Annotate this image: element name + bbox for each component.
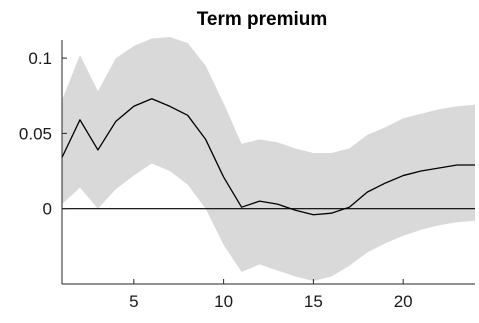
axes-layer: 5 10 15 20 0 0.05 0.1 xyxy=(19,40,475,311)
band-layer xyxy=(62,36,475,281)
response-line xyxy=(61,98,475,216)
x-tick-label: 20 xyxy=(394,292,413,311)
chart-title: Term premium xyxy=(197,9,328,30)
y-tick-label: 0.1 xyxy=(28,49,52,68)
y-tick-label: 0.05 xyxy=(19,124,52,143)
confidence-band xyxy=(62,36,475,281)
x-tick-label: 10 xyxy=(214,292,233,311)
line-layer xyxy=(61,98,475,216)
y-tick-label: 0 xyxy=(43,200,52,219)
x-tick-label: 5 xyxy=(129,292,138,311)
x-tick-label: 15 xyxy=(304,292,323,311)
plot-area xyxy=(61,36,475,281)
